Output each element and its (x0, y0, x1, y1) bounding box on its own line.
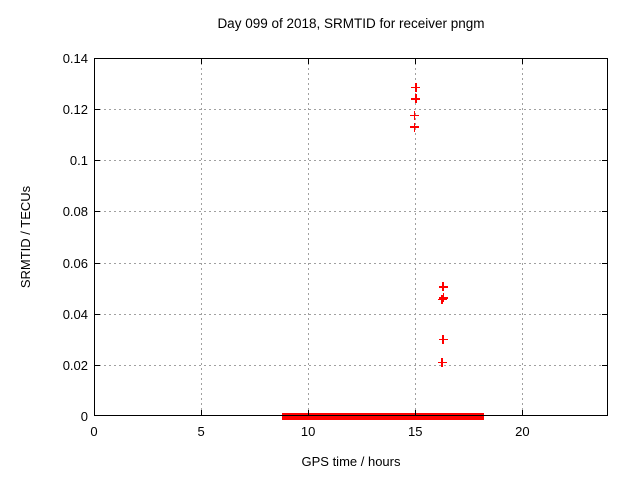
marker-vbar (441, 295, 444, 305)
gridline-horizontal (94, 160, 608, 162)
marker-vbar (414, 82, 417, 92)
y-tick-label: 0.02 (62, 357, 88, 373)
data-point-marker (438, 334, 448, 344)
plot-border (94, 58, 608, 416)
y-tick-label: 0 (80, 409, 88, 424)
data-point-marker (437, 357, 447, 367)
tick-mark-y-right (602, 364, 607, 366)
data-point-marker (438, 293, 448, 303)
tick-mark-y-left (95, 211, 100, 213)
chart-title: Day 099 of 2018, SRMTID for receiver png… (217, 16, 485, 31)
y-tick-label: 0.14 (62, 51, 88, 66)
data-point-marker (411, 94, 421, 104)
x-axis-label: GPS time / hours (301, 454, 401, 469)
data-point-marker (409, 122, 419, 132)
tick-mark-x-top (308, 59, 310, 64)
marker-vbar (442, 293, 445, 303)
zero-line-band (282, 413, 484, 420)
marker-vbar (413, 122, 416, 132)
tick-mark-y-left (95, 109, 100, 111)
gridline-vertical (201, 58, 203, 416)
tick-mark-x-bottom (522, 410, 524, 415)
tick-mark-y-left (95, 262, 100, 264)
y-tick-label: 0.12 (62, 102, 88, 118)
gridline-horizontal (94, 109, 608, 111)
gridline-horizontal (94, 364, 608, 366)
x-tick-label: 10 (300, 424, 316, 439)
tick-mark-y-left (95, 364, 100, 366)
gridline-vertical (415, 58, 417, 416)
gridline-vertical (522, 58, 524, 416)
data-point-marker (411, 82, 421, 92)
tick-mark-x-bottom (308, 410, 310, 415)
tick-mark-y-left (95, 58, 100, 59)
marker-vbar (414, 94, 417, 104)
data-point-marker (409, 111, 419, 121)
plot-area (94, 58, 608, 420)
tick-mark-y-right (602, 313, 607, 315)
tick-mark-x-bottom (415, 410, 417, 415)
tick-mark-y-right (602, 262, 607, 264)
x-tick-label: 0 (90, 424, 98, 439)
data-point-marker (437, 295, 447, 305)
tick-mark-x-top (201, 59, 203, 64)
y-tick-label: 0.08 (62, 204, 88, 220)
tick-mark-y-right (602, 211, 607, 213)
tick-mark-x-bottom (94, 410, 95, 415)
y-tick-label: 0.1 (69, 153, 88, 169)
gridline-horizontal (94, 313, 608, 315)
tick-mark-y-right (602, 58, 607, 59)
tick-mark-y-left (95, 313, 100, 315)
tick-mark-y-right (602, 415, 607, 416)
tick-mark-x-bottom (201, 410, 203, 415)
x-tick-label: 15 (408, 424, 423, 439)
x-tick-label: 5 (197, 424, 205, 439)
tick-mark-y-right (602, 160, 607, 162)
marker-vbar (442, 334, 444, 344)
x-tick-label: 20 (515, 424, 530, 439)
tick-mark-x-top (415, 59, 417, 64)
gridline-horizontal (94, 262, 608, 264)
marker-vbar (441, 357, 444, 367)
tick-mark-x-top (94, 59, 95, 64)
gridline-vertical (308, 58, 310, 416)
tick-mark-y-left (95, 415, 100, 416)
y-axis-label: SRMTID / TECUs (18, 185, 33, 289)
tick-mark-x-top (522, 59, 524, 64)
tick-mark-y-right (602, 109, 607, 111)
tick-mark-y-left (95, 160, 100, 162)
gridline-horizontal (94, 211, 608, 213)
data-point-marker (438, 282, 448, 292)
marker-vbar (442, 282, 444, 292)
y-tick-label: 0.04 (62, 306, 88, 322)
marker-vbar (413, 111, 416, 121)
y-tick-label: 0.06 (62, 255, 88, 271)
